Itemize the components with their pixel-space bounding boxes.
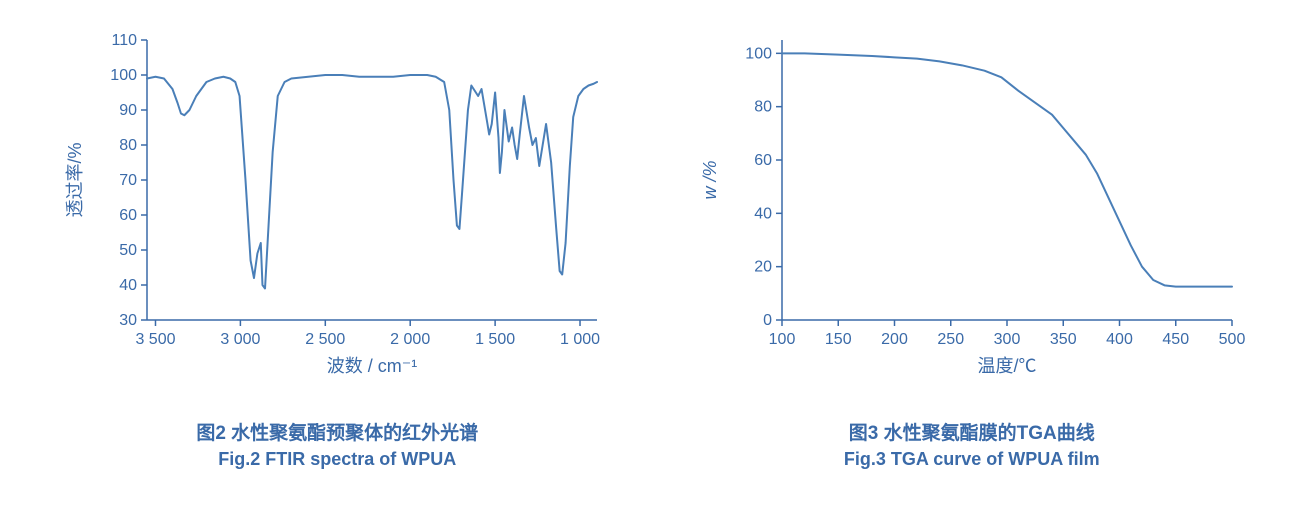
svg-text:2 000: 2 000 bbox=[390, 331, 430, 348]
svg-text:60: 60 bbox=[119, 207, 137, 224]
chart-left-container: 30 40 50 60 70 80 90 100 110 3 500 3 000 2 500 2 000… bbox=[57, 20, 617, 470]
svg-text:40: 40 bbox=[119, 277, 137, 294]
chart-left-caption: 图2 水性聚氨酯预聚体的红外光谱 Fig.2 FTIR spectra of W… bbox=[196, 418, 478, 470]
svg-text:40: 40 bbox=[754, 205, 772, 222]
svg-text:60: 60 bbox=[754, 152, 772, 169]
svg-text:1 500: 1 500 bbox=[475, 331, 515, 348]
svg-text:400: 400 bbox=[1106, 331, 1133, 348]
svg-text:3 500: 3 500 bbox=[136, 331, 176, 348]
svg-text:温度/℃: 温度/℃ bbox=[977, 356, 1036, 376]
caption-cn-left: 图2 水性聚氨酯预聚体的红外光谱 bbox=[196, 418, 478, 445]
svg-text:150: 150 bbox=[825, 331, 852, 348]
svg-text:20: 20 bbox=[754, 259, 772, 276]
svg-text:100: 100 bbox=[768, 331, 795, 348]
svg-text:300: 300 bbox=[993, 331, 1020, 348]
chart-right-container: 0 20 40 60 80 100 100 150 200 250 300 350 400 450 500 温… bbox=[692, 20, 1252, 470]
svg-text:80: 80 bbox=[754, 99, 772, 116]
svg-text:透过率/%: 透过率/% bbox=[65, 142, 85, 217]
svg-text:30: 30 bbox=[119, 312, 137, 329]
svg-text:500: 500 bbox=[1218, 331, 1245, 348]
svg-text:250: 250 bbox=[937, 331, 964, 348]
svg-text:3 000: 3 000 bbox=[221, 331, 261, 348]
svg-text:2 500: 2 500 bbox=[306, 331, 346, 348]
svg-text:200: 200 bbox=[881, 331, 908, 348]
svg-text:90: 90 bbox=[119, 102, 137, 119]
svg-text:80: 80 bbox=[119, 137, 137, 154]
svg-text:350: 350 bbox=[1050, 331, 1077, 348]
svg-text:100: 100 bbox=[745, 45, 772, 62]
tga-chart: 0 20 40 60 80 100 100 150 200 250 300 350 400 450 500 温… bbox=[692, 20, 1252, 400]
svg-text:110: 110 bbox=[112, 32, 138, 49]
svg-text:100: 100 bbox=[111, 67, 138, 84]
caption-en-left: Fig.2 FTIR spectra of WPUA bbox=[196, 449, 478, 470]
ftir-chart: 30 40 50 60 70 80 90 100 110 3 500 3 000 2 500 2 000… bbox=[57, 20, 617, 400]
svg-text:1 000: 1 000 bbox=[560, 331, 600, 348]
caption-cn-right: 图3 水性聚氨酯膜的TGA曲线 bbox=[844, 418, 1100, 445]
svg-text:70: 70 bbox=[119, 172, 137, 189]
svg-text:波数 / cm⁻¹: 波数 / cm⁻¹ bbox=[327, 356, 418, 376]
svg-text:450: 450 bbox=[1162, 331, 1189, 348]
svg-text:w /%: w /% bbox=[700, 160, 720, 199]
caption-en-right: Fig.3 TGA curve of WPUA film bbox=[844, 449, 1100, 470]
svg-text:50: 50 bbox=[119, 242, 137, 259]
svg-text:0: 0 bbox=[763, 312, 772, 329]
chart-right-caption: 图3 水性聚氨酯膜的TGA曲线 Fig.3 TGA curve of WPUA … bbox=[844, 418, 1100, 470]
